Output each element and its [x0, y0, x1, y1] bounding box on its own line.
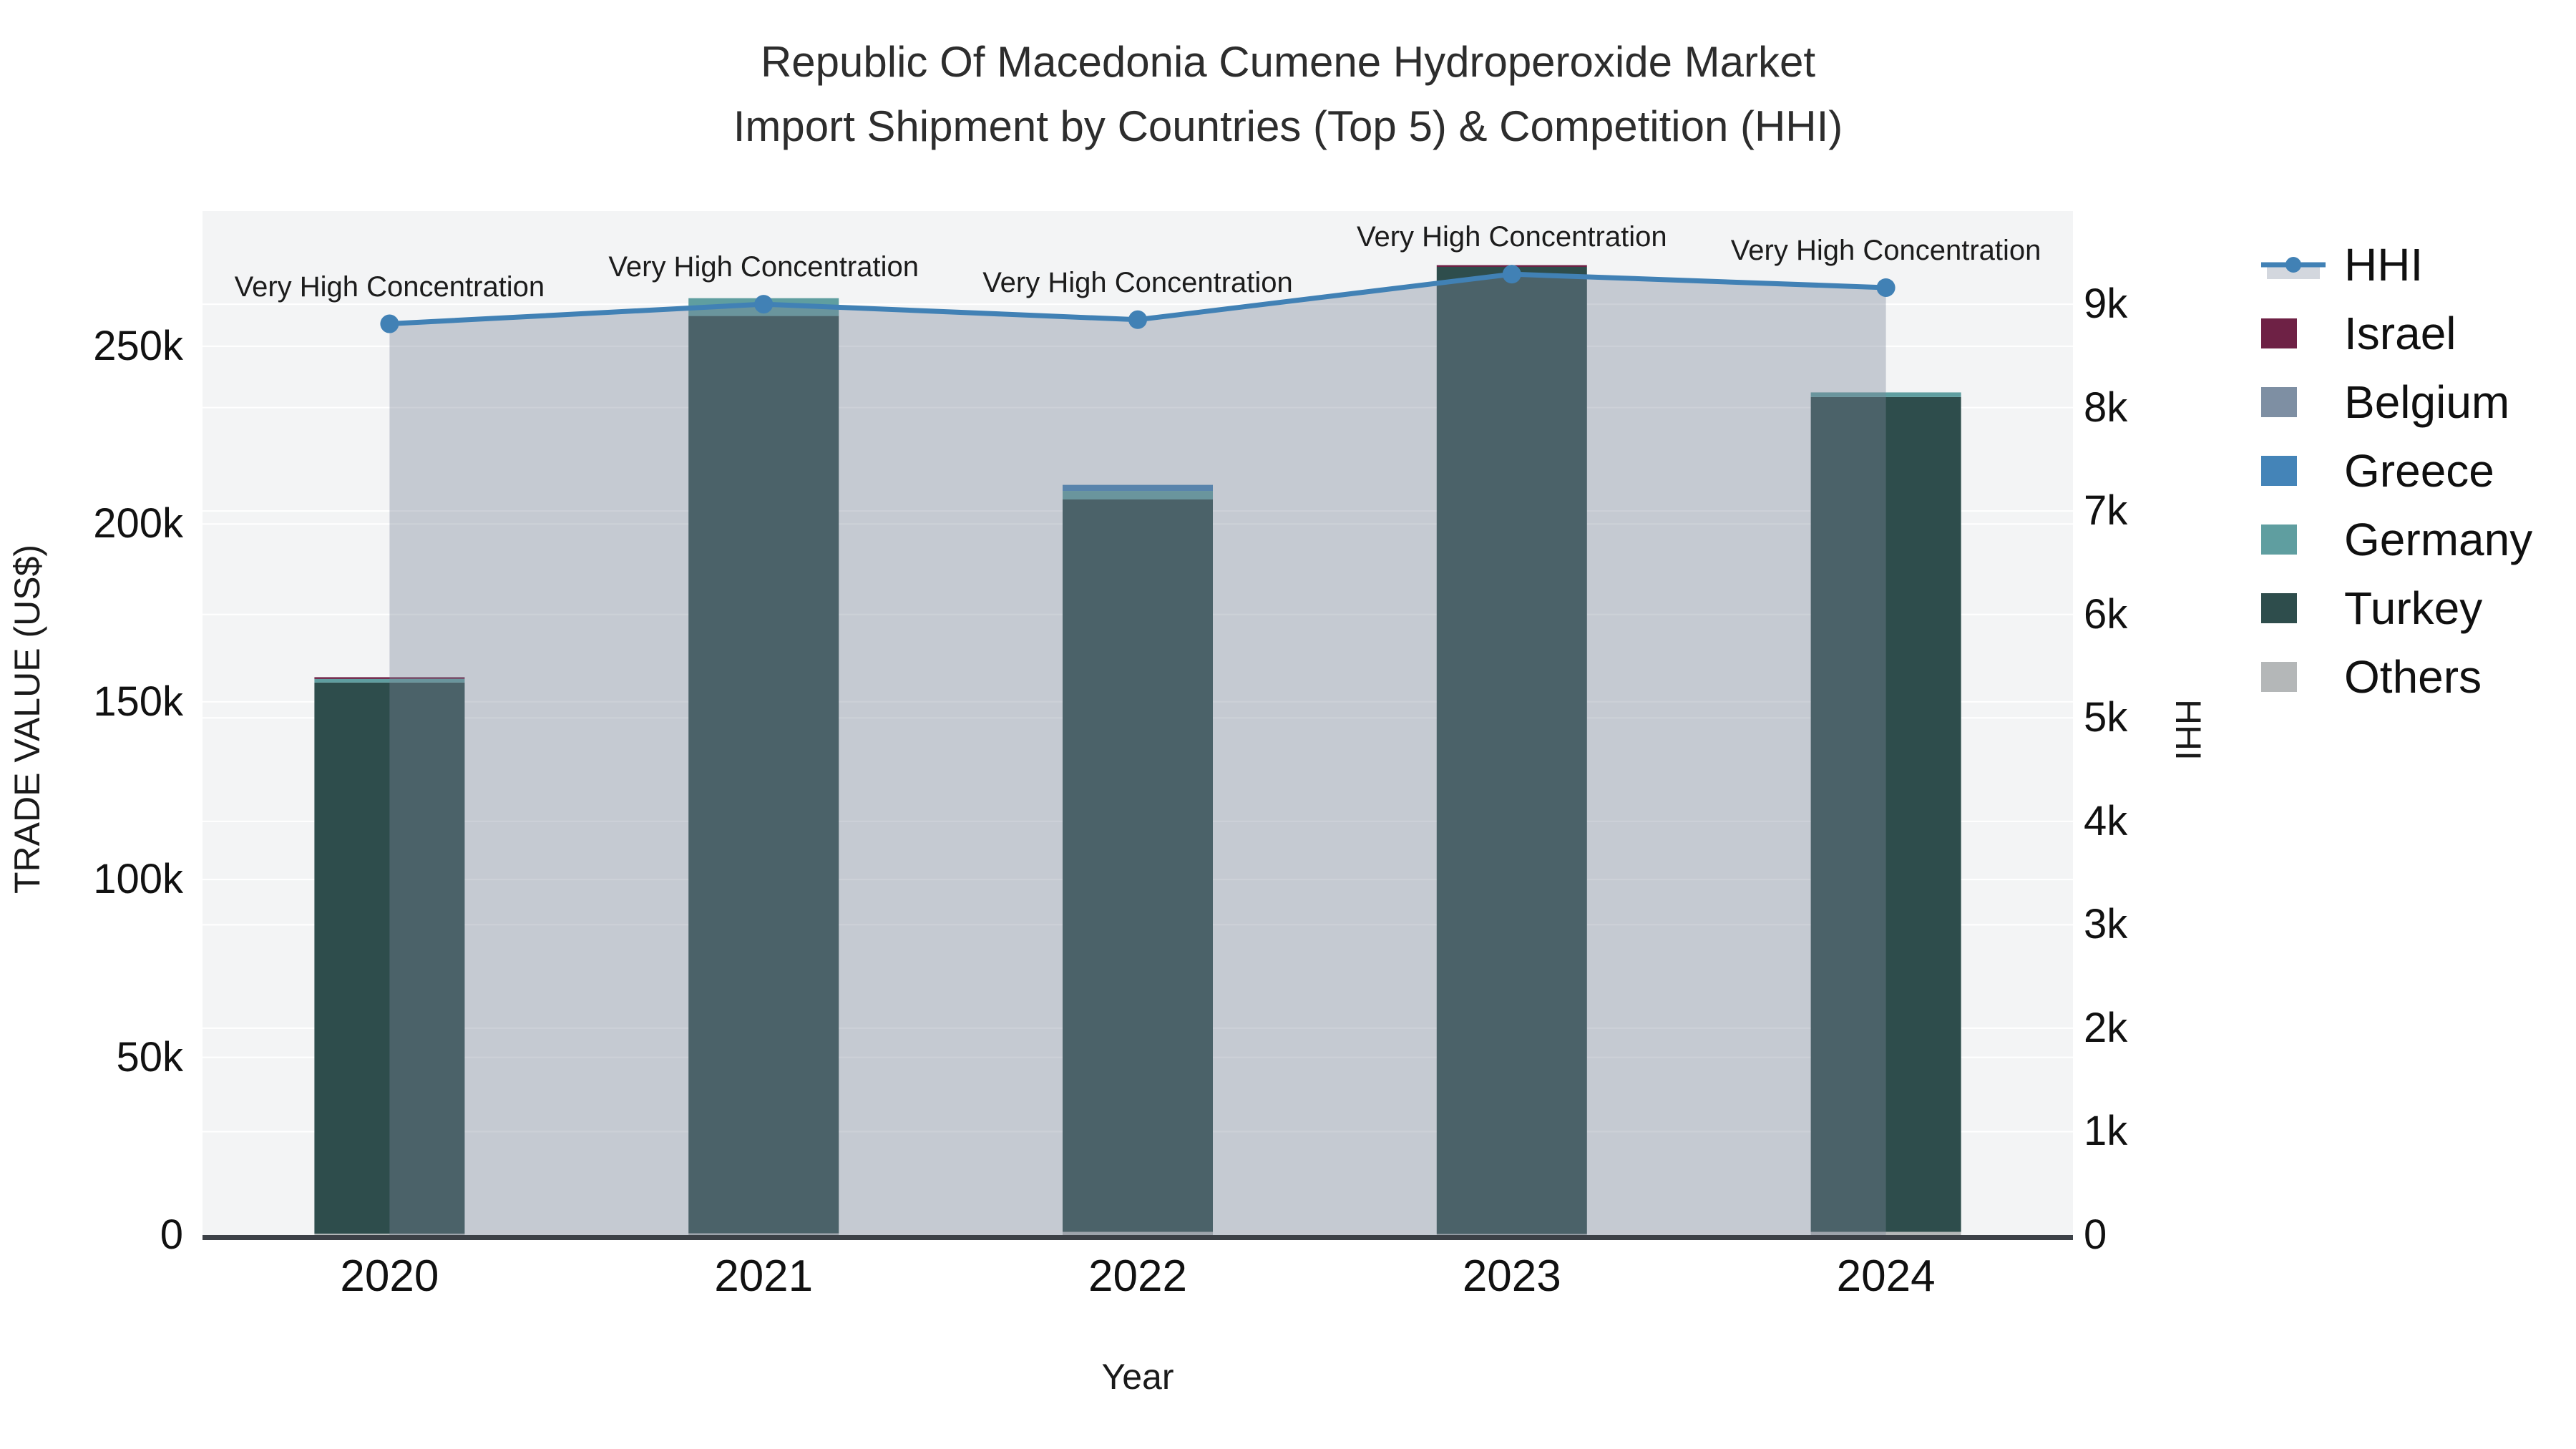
- legend-label: Others: [2344, 651, 2482, 703]
- color-swatch-icon: [2261, 593, 2326, 623]
- x-tick-2021: 2021: [714, 1252, 814, 1301]
- y2-tick-0: 0: [2084, 1211, 2107, 1258]
- x-axis-line: [203, 1235, 2073, 1240]
- annotation-2023: Very High Concentration: [1357, 221, 1667, 253]
- color-swatch-icon: [2261, 525, 2326, 555]
- legend-label: HHI: [2344, 239, 2424, 291]
- bar-2020-others[interactable]: [314, 1234, 465, 1235]
- y2-tick-9k: 9k: [2084, 280, 2128, 328]
- legend-label: Belgium: [2344, 376, 2510, 428]
- hhi-marker-2020[interactable]: [380, 314, 399, 333]
- bar-2024-others[interactable]: [1810, 1231, 1961, 1235]
- bar-2023-turkey[interactable]: [1436, 267, 1587, 1234]
- chart-title-line1: Republic Of Macedonia Cumene Hydroperoxi…: [760, 38, 1816, 86]
- legend-item-israel[interactable]: Israel: [2261, 299, 2532, 368]
- color-swatch-icon: [2261, 456, 2326, 486]
- y2-tick-5k: 5k: [2084, 694, 2128, 741]
- bar-2020-germany[interactable]: [314, 678, 465, 683]
- y2-tick-2k: 2k: [2084, 1004, 2128, 1051]
- legend-item-hhi[interactable]: HHI: [2261, 230, 2532, 299]
- y-tick-50k: 50k: [116, 1033, 183, 1080]
- bar-2021-turkey[interactable]: [688, 316, 839, 1234]
- hhi-marker-2024[interactable]: [1876, 278, 1896, 297]
- bar-2024-germany[interactable]: [1810, 392, 1961, 397]
- y-tick-150k: 150k: [93, 678, 183, 725]
- annotation-2024: Very High Concentration: [1730, 234, 2041, 266]
- hhi-marker-2022[interactable]: [1128, 310, 1147, 329]
- chart-title-line2: Import Shipment by Countries (Top 5) & C…: [733, 102, 1843, 150]
- legend-item-turkey[interactable]: Turkey: [2261, 574, 2532, 643]
- y2-tick-1k: 1k: [2084, 1108, 2128, 1155]
- legend-item-germany[interactable]: Germany: [2261, 505, 2532, 574]
- hhi-marker-2023[interactable]: [1502, 265, 1521, 284]
- legend: HHI Israel Belgium Greece Germany Turkey Other…: [2261, 230, 2532, 711]
- bar-2022-germany[interactable]: [1063, 491, 1213, 499]
- hhi-area-fill: [389, 274, 1886, 1235]
- y-tick-200k: 200k: [93, 500, 183, 547]
- legend-label: Germany: [2344, 514, 2533, 565]
- bar-2022-greece[interactable]: [1063, 484, 1213, 492]
- bar-2022-turkey[interactable]: [1063, 499, 1213, 1232]
- bar-2021-others[interactable]: [688, 1233, 839, 1235]
- hhi-marker-2021[interactable]: [754, 295, 774, 314]
- y2-tick-6k: 6k: [2084, 590, 2128, 638]
- annotation-2021: Very High Concentration: [608, 251, 919, 283]
- y2-tick-3k: 3k: [2084, 901, 2128, 948]
- y2-tick-8k: 8k: [2084, 384, 2128, 431]
- color-swatch-icon: [2261, 318, 2326, 348]
- annotation-2020: Very High Concentration: [234, 270, 545, 303]
- legend-label: Greece: [2344, 445, 2494, 497]
- y2-tick-4k: 4k: [2084, 797, 2128, 844]
- legend-label: Turkey: [2344, 582, 2483, 634]
- x-tick-2023: 2023: [1462, 1252, 1561, 1301]
- y-tick-100k: 100k: [93, 856, 183, 903]
- y-axis-title: TRADE VALUE (US$): [7, 544, 47, 894]
- legend-item-greece[interactable]: Greece: [2261, 436, 2532, 505]
- color-swatch-icon: [2261, 662, 2326, 692]
- legend-label: Israel: [2344, 308, 2457, 359]
- x-tick-2022: 2022: [1088, 1252, 1187, 1301]
- bar-2024-turkey[interactable]: [1810, 396, 1961, 1232]
- bar-2020-turkey[interactable]: [314, 682, 465, 1234]
- y2-tick-7k: 7k: [2084, 487, 2128, 535]
- y2-axis-title: HHI: [2168, 698, 2208, 761]
- bar-2020-israel[interactable]: [314, 677, 465, 679]
- annotation-2022: Very High Concentration: [982, 266, 1293, 298]
- y-tick-250k: 250k: [93, 322, 183, 369]
- y-tick-0: 0: [160, 1211, 183, 1258]
- legend-item-belgium[interactable]: Belgium: [2261, 368, 2532, 436]
- legend-item-others[interactable]: Others: [2261, 643, 2532, 711]
- bar-2022-others[interactable]: [1063, 1231, 1213, 1235]
- x-tick-2024: 2024: [1836, 1252, 1936, 1301]
- x-tick-2020: 2020: [340, 1252, 439, 1301]
- hhi-line-swatch-icon: [2261, 248, 2326, 282]
- x-axis-title: Year: [1101, 1357, 1174, 1397]
- bar-2023-others[interactable]: [1436, 1234, 1587, 1235]
- color-swatch-icon: [2261, 387, 2326, 417]
